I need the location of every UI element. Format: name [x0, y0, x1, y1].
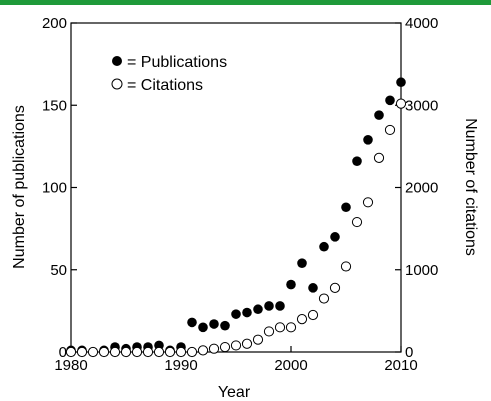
citation-point — [186, 346, 198, 358]
publication-point — [242, 307, 252, 318]
citation-point — [274, 322, 286, 333]
citation-point — [351, 216, 363, 228]
publication-point — [330, 232, 340, 242]
citation-point — [329, 282, 341, 293]
plot-frame — [70, 22, 402, 353]
legend-citations-label: = Citations — [127, 77, 203, 94]
publication-point — [319, 241, 329, 252]
citation-point — [65, 346, 77, 358]
series-publications — [66, 77, 406, 357]
legend: = Publications = Citations — [111, 54, 227, 94]
citation-point — [285, 322, 297, 333]
publication-point — [308, 283, 318, 293]
y-tick-label-right: 2000 — [405, 180, 438, 197]
citation-point — [98, 346, 110, 358]
citation-point — [175, 346, 187, 358]
citation-point — [252, 334, 264, 345]
axes — [70, 22, 402, 353]
citation-point — [241, 338, 253, 349]
y-tick-label-right: 1000 — [405, 262, 438, 279]
y-tick-label-left: 50 — [50, 262, 67, 279]
publication-point — [220, 320, 230, 331]
publication-point — [286, 279, 296, 290]
top-bar — [0, 0, 491, 5]
series-citations — [65, 98, 407, 358]
publication-point — [385, 95, 395, 106]
legend-publications-label: = Publications — [127, 54, 227, 71]
publication-point — [198, 322, 208, 333]
citation-point — [120, 346, 132, 358]
legend-citations-marker — [111, 78, 123, 90]
publication-point — [264, 301, 274, 311]
publication-point — [396, 77, 406, 88]
citation-point — [164, 346, 176, 358]
x-tick-label: 1990 — [164, 357, 197, 374]
y-tick-label-left: 150 — [42, 97, 67, 114]
citation-point — [307, 309, 319, 321]
citation-point — [142, 346, 154, 358]
x-tick-label: 2000 — [274, 357, 307, 374]
citation-point — [197, 345, 209, 356]
citation-point — [131, 346, 143, 358]
publication-point — [209, 319, 219, 329]
publication-point — [374, 110, 384, 120]
citation-point — [230, 340, 242, 351]
publication-point — [363, 134, 373, 145]
citation-point — [109, 346, 121, 358]
y-tick-label-left: 100 — [42, 180, 67, 197]
citation-point — [340, 261, 352, 272]
y-axis-label-left: Number of publications — [11, 105, 28, 269]
citation-point — [219, 341, 231, 353]
publication-point — [352, 156, 362, 166]
y-axis-label-right: Number of citations — [462, 118, 479, 256]
publication-point — [297, 258, 307, 268]
publication-point — [253, 304, 263, 315]
citation-point — [153, 346, 165, 358]
publication-point — [341, 202, 351, 213]
y-tick-label-right: 3000 — [405, 97, 438, 114]
citation-point — [373, 152, 385, 163]
legend-publications-marker — [112, 56, 122, 66]
citation-point — [296, 314, 308, 325]
publication-point — [231, 309, 241, 319]
citation-point — [263, 326, 275, 337]
x-axis-label: Year — [218, 384, 251, 401]
x-tick-label: 2010 — [384, 357, 417, 374]
y-ticks-left: 0 50 100 150 200 — [42, 15, 77, 361]
y-tick-label-left: 200 — [42, 15, 67, 32]
citation-point — [318, 293, 330, 304]
citation-point — [87, 346, 99, 358]
y-tick-label-left: 0 — [59, 344, 67, 361]
y-tick-label-right: 0 — [405, 344, 413, 361]
citation-point — [395, 98, 407, 109]
citation-point — [384, 124, 396, 136]
citation-point — [76, 346, 88, 358]
x-tick-label: 1980 — [54, 357, 87, 374]
citation-point — [208, 343, 220, 354]
citation-point — [362, 197, 374, 208]
publication-point — [187, 317, 197, 328]
y-tick-label-right: 4000 — [405, 15, 438, 32]
x-ticks: 1980 1990 2000 2010 — [54, 346, 418, 374]
publication-point — [275, 301, 285, 311]
